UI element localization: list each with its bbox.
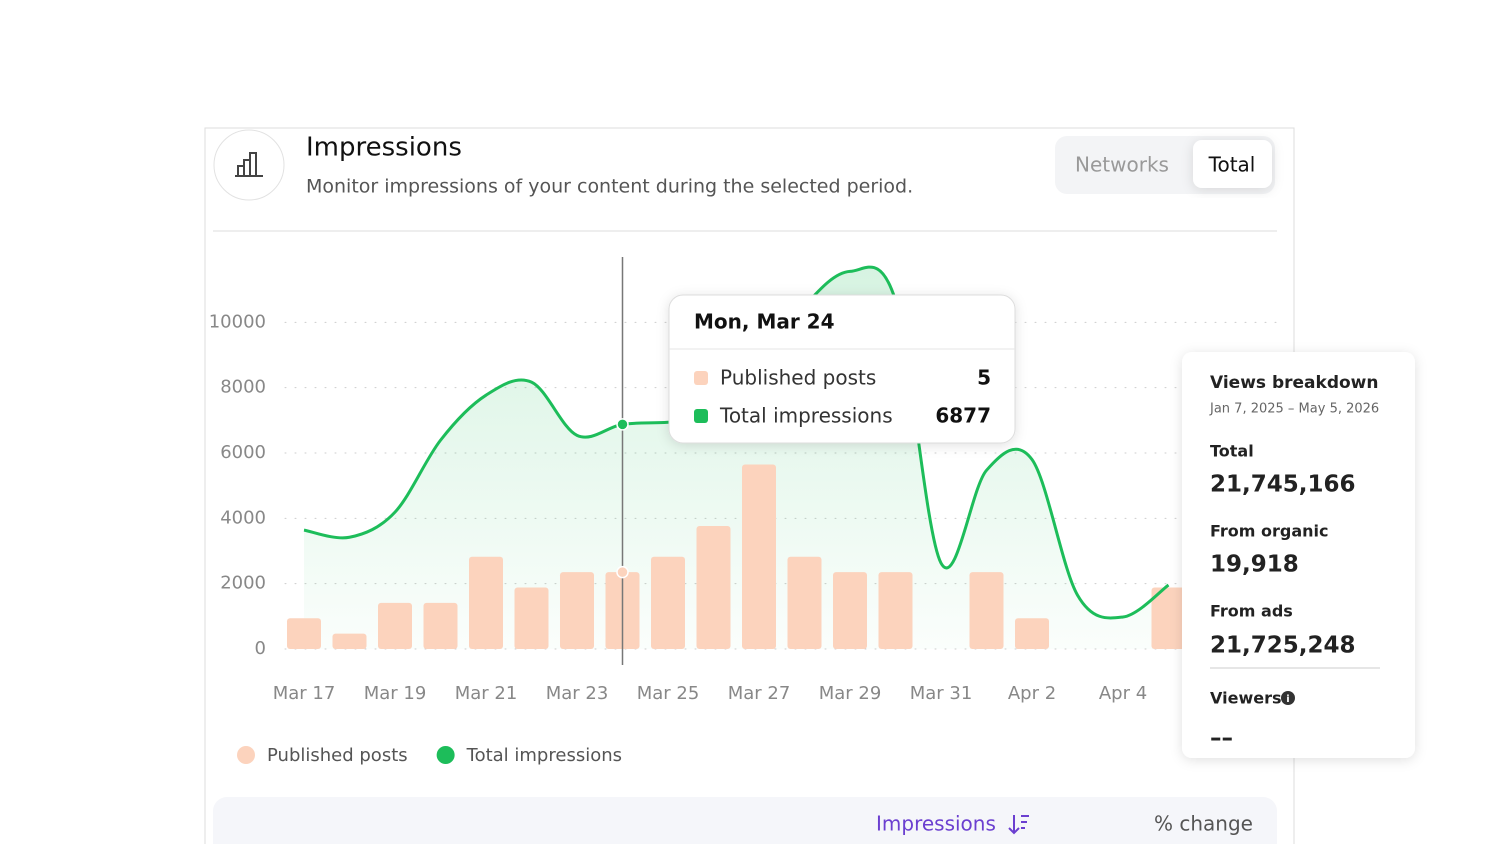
area <box>304 267 1169 649</box>
tooltip-swatch <box>694 409 708 423</box>
bar <box>1015 618 1049 649</box>
legend-label: Total impressions <box>466 745 622 766</box>
y-tick-label: 6000 <box>220 442 266 463</box>
toggle-option[interactable]: Networks <box>1075 153 1169 177</box>
bar <box>787 556 822 649</box>
hover-point <box>616 418 629 431</box>
legend-swatch <box>237 746 255 764</box>
bar <box>423 602 458 649</box>
metric-label: From organic <box>1210 522 1329 541</box>
tooltip-label: Total impressions <box>719 404 893 428</box>
x-tick-label: Mar 17 <box>273 683 336 704</box>
info-icon[interactable] <box>1281 691 1295 705</box>
chart-icon <box>235 152 263 177</box>
plot: 0 2000 4000 6000 8000 10000 Mar 17 Mar 19 Mar 21… <box>209 257 1281 766</box>
bar <box>469 556 503 649</box>
x-tick-label: Mar 29 <box>819 683 882 704</box>
x-tick-label: Mar 25 <box>637 683 700 704</box>
metric-value: –– <box>1210 726 1233 752</box>
tooltip-title: Mon, Mar 24 <box>694 310 835 334</box>
metric-label: Viewers <box>1210 689 1281 708</box>
tooltip: Mon, Mar 24 Published posts 5 Total impr… <box>668 294 1016 444</box>
breakdown-panel: Views breakdown Jan 7, 2025 – May 5, 202… <box>1182 352 1415 758</box>
tooltip-value: 6877 <box>935 404 991 428</box>
bar <box>969 572 1004 649</box>
section-subtitle: Monitor impressions of your content duri… <box>306 176 913 198</box>
tooltip-value: 5 <box>977 366 991 390</box>
toggle-option[interactable]: Total <box>1208 153 1256 177</box>
bar <box>287 618 321 649</box>
column-header[interactable]: % change <box>1154 812 1253 836</box>
table-header <box>213 797 1277 844</box>
x-tick-label: Apr 4 <box>1099 683 1147 704</box>
sort-icon[interactable] <box>1008 815 1029 835</box>
bar <box>378 602 412 649</box>
bar <box>696 526 731 649</box>
metric-label: From ads <box>1210 602 1293 621</box>
legend-swatch <box>436 746 455 764</box>
tooltip-box <box>668 294 1016 444</box>
x-tick-label: Mar 31 <box>910 683 973 704</box>
y-tick-label: 10000 <box>209 311 266 332</box>
legend-label: Published posts <box>267 745 408 766</box>
bar <box>332 633 367 649</box>
bar <box>1151 587 1186 649</box>
metric-value: 21,725,248 <box>1210 633 1356 659</box>
y-tick-label: 0 <box>255 638 266 659</box>
x-tick-label: Mar 21 <box>455 683 518 704</box>
x-tick-label: Apr 2 <box>1008 683 1056 704</box>
bar <box>878 572 913 649</box>
toggle-active <box>1193 140 1272 188</box>
y-tick-label: 8000 <box>220 377 266 398</box>
hover-point <box>616 565 629 579</box>
tooltip-swatch <box>694 371 708 385</box>
panel-title: Views breakdown <box>1210 373 1378 393</box>
bar <box>651 556 685 649</box>
y-tick-label: 2000 <box>220 573 266 594</box>
x-tick-label: Mar 19 <box>364 683 427 704</box>
bar <box>514 587 549 649</box>
metric-label: Total <box>1210 442 1254 461</box>
bar <box>833 572 867 649</box>
x-tick-label: Mar 27 <box>728 683 791 704</box>
column-header[interactable]: Impressions <box>876 812 996 836</box>
panel-period: Jan 7, 2025 – May 5, 2026 <box>1209 402 1379 417</box>
info-icon-glyph: i <box>1286 694 1289 705</box>
tooltip-label: Published posts <box>720 366 876 390</box>
bar <box>560 572 594 649</box>
section-title: Impressions <box>306 133 462 163</box>
metric-value: 21,745,166 <box>1210 472 1356 498</box>
x-tick-label: Mar 23 <box>546 683 609 704</box>
metric-value: 19,918 <box>1210 552 1299 578</box>
bar <box>742 464 776 649</box>
panel-box <box>1182 352 1415 758</box>
y-tick-label: 4000 <box>220 507 266 528</box>
